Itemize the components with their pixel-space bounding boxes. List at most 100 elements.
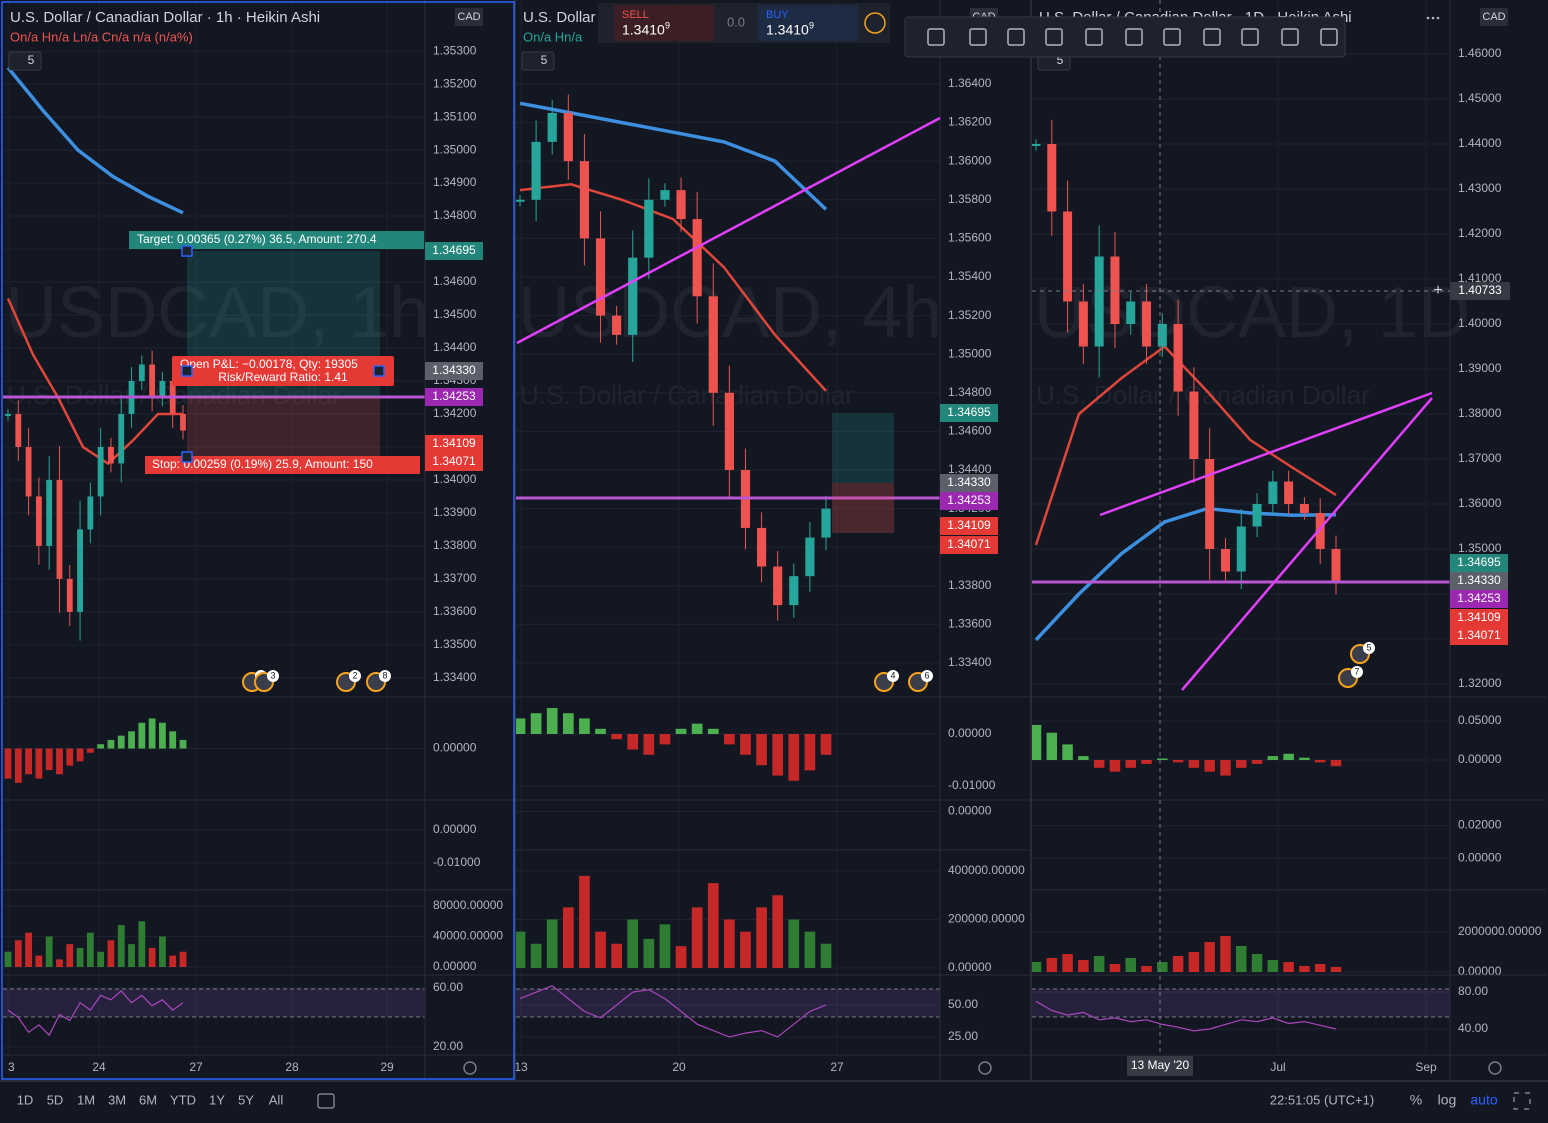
price-tick-label: 1.33600 (948, 617, 992, 631)
price-badge (425, 388, 483, 406)
range-button[interactable]: YTD (170, 1092, 196, 1107)
indicator-tick-label: 0.00000 (948, 804, 992, 818)
settings-icon[interactable] (463, 1061, 477, 1075)
histogram-bar (128, 731, 135, 749)
price-badge-label: 1.34330 (947, 475, 991, 489)
volume-bar (707, 883, 719, 968)
range-button[interactable]: 1D (17, 1092, 34, 1107)
volume-bar (86, 932, 94, 967)
candle (547, 112, 557, 142)
info-icon[interactable] (864, 12, 886, 34)
toolbar-icon[interactable] (1007, 28, 1025, 46)
crosshair-price: 1.40733 (1458, 283, 1502, 297)
event-count: 4 (890, 670, 895, 680)
indicator-tick-label: 200000.00000 (948, 912, 1025, 926)
toolbar-icon[interactable] (1163, 28, 1181, 46)
fullscreen-icon[interactable] (1513, 1092, 1531, 1110)
toolbar-icon[interactable] (1045, 28, 1063, 46)
toolbar-icon[interactable] (1281, 28, 1299, 46)
settings-icon[interactable] (978, 1061, 992, 1075)
log-toggle[interactable]: log (1438, 1092, 1457, 1108)
chart-pane: USDCAD, 1D U.S. Dollar / Canadian Dollar 1… (1032, 0, 1546, 1080)
interval-box[interactable] (8, 51, 42, 71)
histogram-bar (76, 748, 84, 762)
volume-bar (1032, 962, 1042, 972)
crosshair-date: 13 May '20 (1131, 1058, 1190, 1072)
candle (1284, 481, 1294, 504)
toolbar-icon[interactable] (1241, 28, 1259, 46)
histogram-bar (86, 748, 94, 753)
histogram-bar (820, 734, 832, 755)
interval-box[interactable] (521, 51, 555, 71)
watermark-subtitle: U.S. Dollar / Canadian Dollar (520, 380, 854, 410)
auto-toggle[interactable]: auto (1470, 1092, 1497, 1108)
histogram-bar (595, 728, 606, 735)
histogram-bar (1141, 760, 1152, 764)
price-badge (1450, 572, 1508, 590)
price-badge (425, 242, 483, 260)
range-button[interactable]: All (269, 1092, 284, 1107)
buy-button[interactable] (758, 5, 858, 41)
pnl-label: Open P&L: −0.00178, Qty: 19305 (180, 357, 358, 371)
volume-bar (1188, 952, 1200, 972)
sell-button[interactable] (614, 5, 714, 41)
currency-label: CAD (1482, 11, 1505, 23)
range-button[interactable]: 1Y (209, 1092, 225, 1107)
watermark: USDCAD, 4h (518, 273, 942, 353)
moving-average (6, 297, 183, 466)
histogram-bar (138, 722, 146, 749)
volume-bar (1109, 964, 1121, 972)
drag-handle[interactable] (373, 365, 385, 377)
range-button[interactable]: 5Y (238, 1092, 254, 1107)
price-badge-label: 1.34109 (1457, 610, 1501, 624)
settings-icon[interactable] (1488, 1061, 1502, 1075)
histogram-bar (627, 734, 639, 750)
price-badge-label: 1.34071 (947, 537, 991, 551)
drag-handle[interactable] (181, 451, 193, 463)
toolbar-icon[interactable] (927, 28, 945, 46)
histogram-bar (148, 718, 156, 749)
candle (821, 508, 831, 538)
candle (108, 446, 114, 464)
toolbar-icon[interactable] (1085, 28, 1103, 46)
percent-toggle[interactable]: % (1410, 1092, 1422, 1108)
candle (46, 479, 53, 546)
volume-bar (56, 959, 63, 967)
candle (56, 479, 63, 579)
candle (138, 364, 145, 381)
event-count: 6 (924, 670, 929, 680)
toolbar-icon[interactable] (1203, 28, 1221, 46)
toolbar-icon[interactable] (1125, 28, 1143, 46)
histogram-bar (14, 748, 22, 783)
price-badge (940, 404, 998, 422)
toolbar-icon[interactable] (1320, 28, 1338, 46)
range-button[interactable]: 5D (47, 1092, 64, 1107)
price-tick-label: 1.34200 (433, 406, 477, 420)
volume-bar (740, 931, 751, 968)
range-button[interactable]: 1M (77, 1092, 95, 1107)
price-badge (425, 362, 483, 380)
volume-bar (14, 940, 22, 967)
drag-handle[interactable] (181, 365, 193, 377)
date-range-icon[interactable] (317, 1093, 335, 1109)
histogram-bar (107, 739, 115, 749)
drag-handle[interactable] (181, 245, 193, 257)
volume-bar (1062, 954, 1073, 972)
spread: 0.0 (727, 14, 745, 29)
volume-bar (179, 951, 187, 967)
crosshair-date-bg (1127, 1056, 1193, 1076)
time-tick-label: 27 (189, 1060, 203, 1074)
candle (1189, 391, 1199, 459)
histogram-bar (1188, 760, 1200, 768)
candle (692, 219, 702, 297)
candle (1063, 211, 1073, 302)
event-count-bg (921, 670, 933, 682)
volume-bar (1204, 942, 1215, 972)
range-button[interactable]: 3M (108, 1092, 126, 1107)
volume-bar (579, 875, 590, 968)
toolbar-icon[interactable] (969, 28, 987, 46)
price-badge-label: 1.34253 (432, 389, 476, 403)
event-count-bg (887, 670, 899, 682)
range-button[interactable]: 6M (139, 1092, 157, 1107)
histogram-bar (611, 734, 622, 740)
